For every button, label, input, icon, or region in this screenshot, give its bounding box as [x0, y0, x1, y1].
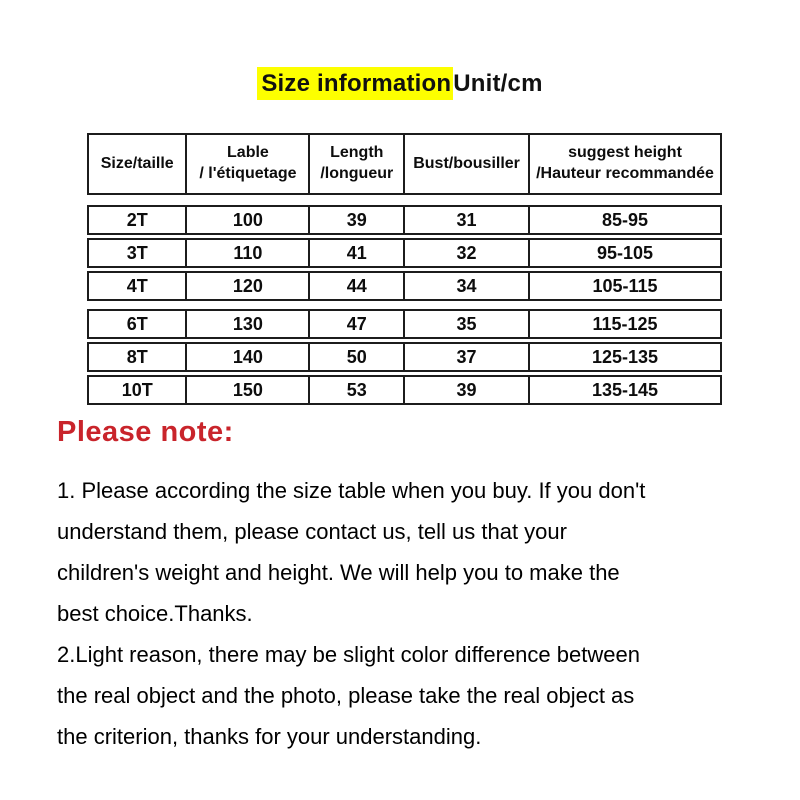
table-cell: 150 [187, 377, 311, 403]
table-row: 2T 100 39 31 85-95 [87, 205, 722, 235]
note-line: 1. Please according the size table when … [57, 478, 646, 503]
table-cell: 31 [405, 207, 531, 233]
note-line: 2.Light reason, there may be slight colo… [57, 642, 640, 667]
table-cell: 105-115 [592, 276, 658, 296]
table-cell: 50 [310, 344, 406, 370]
note-line: understand them, please contact us, tell… [57, 519, 567, 544]
table-cell: 8T [89, 344, 188, 370]
table-cell: 135-145 [591, 380, 659, 400]
table-cell: 2T [89, 207, 188, 233]
table-row: 6T 130 47 35 115-125 [87, 309, 722, 339]
table-cell: 140 [187, 344, 311, 370]
table-cell: 44 [310, 273, 406, 299]
table-cell: 95-105 [596, 243, 654, 263]
title-highlighted-text: Size information [257, 67, 454, 100]
please-note-heading: Please note: [57, 416, 234, 448]
table-cell: 115-125 [592, 314, 658, 334]
table-cell: 32 [405, 240, 531, 266]
note-line: children's weight and height. We will he… [57, 560, 620, 585]
table-row: 10T 150 53 39 135-145 [87, 375, 722, 405]
notes-text-block: 1. Please according the size table when … [57, 470, 767, 757]
note-line: the real object and the photo, please ta… [57, 683, 635, 708]
table-cell: 53 [310, 377, 406, 403]
page-title: Size informationUnit/cm [0, 67, 800, 100]
table-cell: 39 [310, 207, 406, 233]
table-cell: 10T [89, 377, 188, 403]
size-table: Size/taille Lable / l'étiquetage Length … [87, 133, 722, 405]
header-cell-label: Lable / l'étiquetage [187, 135, 311, 193]
table-cell: 120 [187, 273, 311, 299]
table-row: 4T 120 44 34 105-115 [87, 271, 722, 301]
table-cell: 3T [89, 240, 188, 266]
table-cell: 100 [187, 207, 311, 233]
title-unit-text: Unit/cm [453, 70, 543, 97]
header-cell-bust: Bust/bousiller [405, 135, 531, 193]
table-cell: 4T [89, 273, 188, 299]
header-cell-height: suggest height /Hauteur recommandée [536, 144, 714, 182]
table-cell: 85-95 [601, 210, 649, 230]
table-cell: 47 [310, 311, 406, 337]
table-header-row: Size/taille Lable / l'étiquetage Length … [87, 133, 722, 195]
table-cell: 125-135 [591, 347, 659, 367]
table-cell: 41 [310, 240, 406, 266]
table-cell: 6T [89, 311, 188, 337]
table-row: 8T 140 50 37 125-135 [87, 342, 722, 372]
table-row: 3T 110 41 32 95-105 [87, 238, 722, 268]
table-cell: 39 [405, 377, 531, 403]
header-cell-size: Size/taille [89, 135, 188, 193]
table-cell: 110 [187, 240, 311, 266]
table-cell: 35 [405, 311, 531, 337]
header-cell-length: Length /longueur [310, 135, 406, 193]
table-cell: 34 [405, 273, 531, 299]
table-cell: 37 [405, 344, 531, 370]
table-cell: 130 [187, 311, 311, 337]
note-line: the criterion, thanks for your understan… [57, 724, 482, 749]
note-line: best choice.Thanks. [57, 601, 253, 626]
